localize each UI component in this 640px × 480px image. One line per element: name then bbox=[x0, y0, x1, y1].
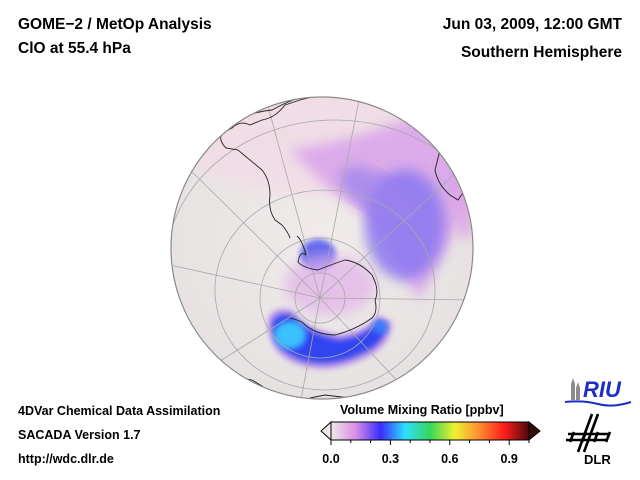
colorbar-gradient bbox=[330, 421, 530, 441]
globe-outline bbox=[170, 96, 474, 400]
colorbar-tick-label: 0.0 bbox=[322, 452, 340, 466]
riu-logo-text: RIU bbox=[583, 377, 622, 402]
map-title: GOME−2 / MetOp Analysis bbox=[18, 16, 212, 33]
map-date: Jun 03, 2009, 12:00 GMT bbox=[442, 16, 622, 33]
coast-antarctica bbox=[289, 253, 378, 336]
map-subtitle: ClO at 55.4 hPa bbox=[18, 40, 131, 57]
riu-logo: RIU bbox=[564, 377, 632, 407]
dlr-logo-text: DLR bbox=[584, 452, 611, 467]
dlr-logo: DLR bbox=[566, 413, 611, 467]
map-region: Southern Hemisphere bbox=[460, 44, 622, 61]
graticule bbox=[171, 97, 473, 399]
colorbar-tick-label: 0.9 bbox=[500, 452, 518, 466]
colorbar-extend-high bbox=[528, 420, 541, 442]
colorbar-title: Volume Mixing Ratio [ppbv] bbox=[340, 403, 504, 417]
colorbar-extend-low bbox=[320, 420, 332, 442]
colorbar bbox=[320, 420, 541, 445]
clo-field bbox=[180, 97, 473, 369]
footer-url[interactable]: http://wdc.dlr.de bbox=[18, 452, 114, 466]
colorbar-tick-label: 0.6 bbox=[441, 452, 459, 466]
footer-method: 4DVar Chemical Data Assimilation bbox=[18, 404, 221, 418]
coast-south-america-south bbox=[220, 132, 291, 239]
footer-version: SACADA Version 1.7 bbox=[18, 428, 141, 442]
clo-max-patch bbox=[274, 321, 306, 349]
colorbar-tick-label: 0.3 bbox=[381, 452, 400, 466]
